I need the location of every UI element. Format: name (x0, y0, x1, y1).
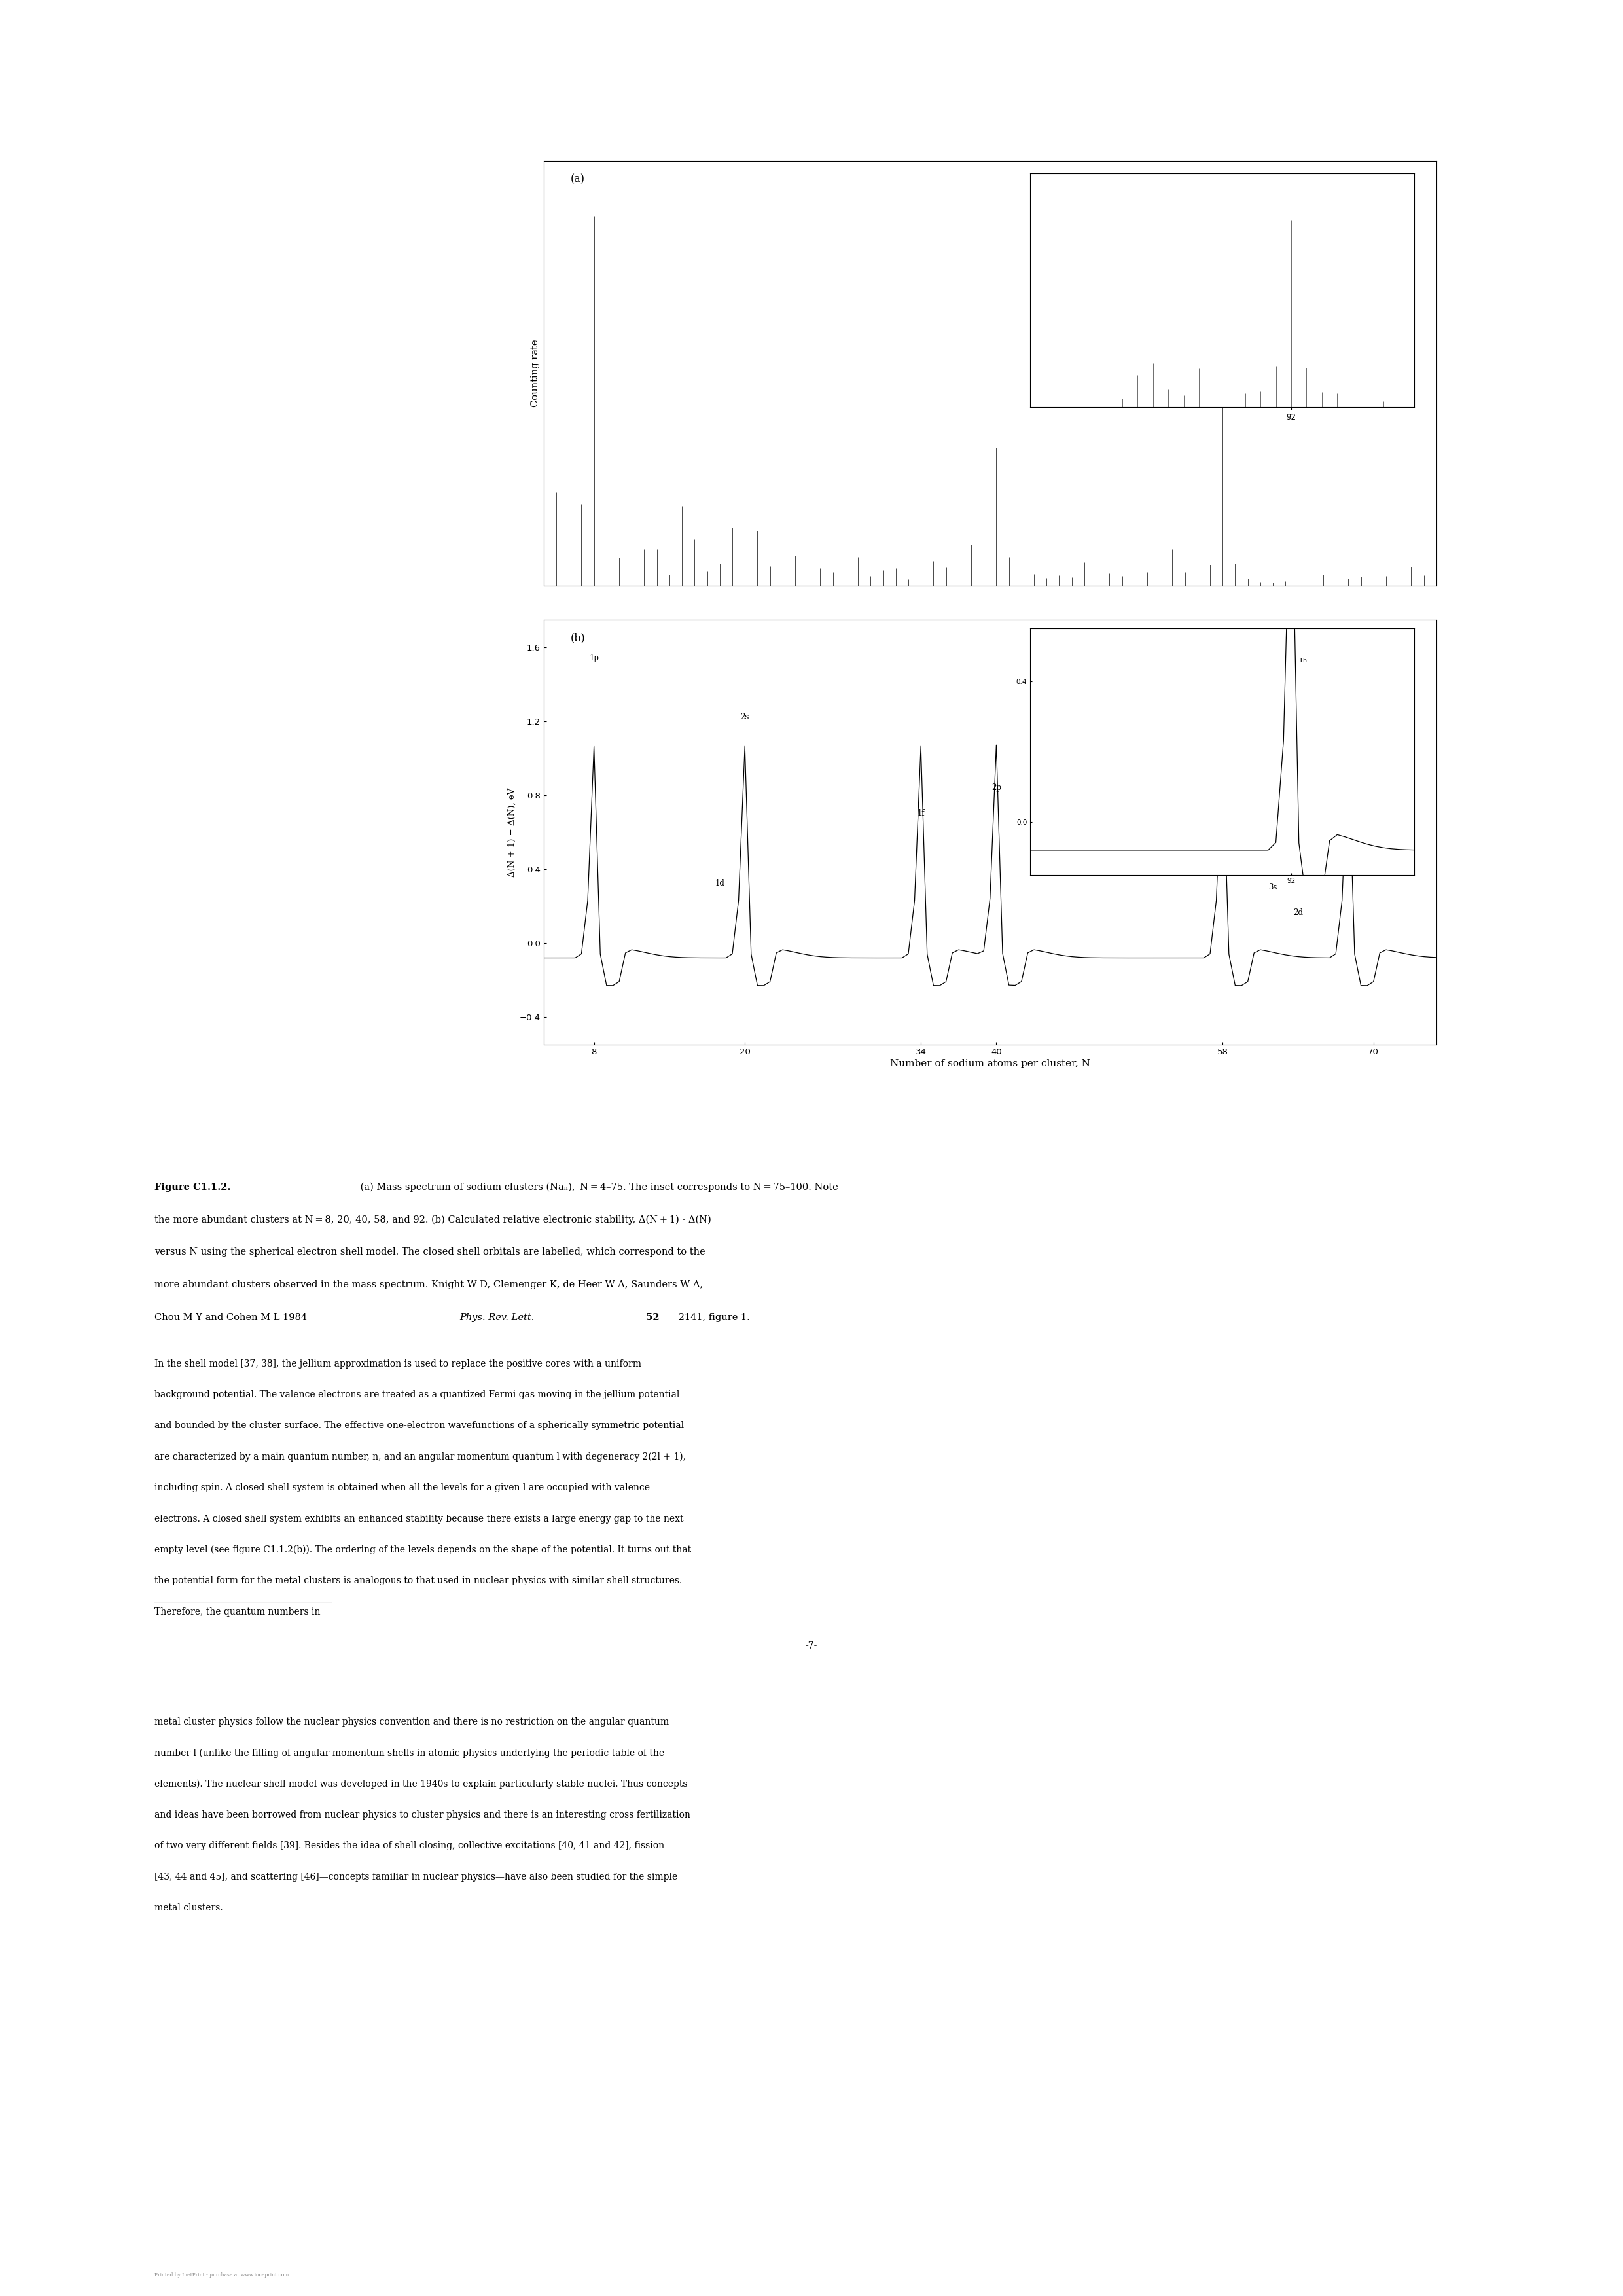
Text: the potential form for the metal clusters is analogous to that used in nuclear p: the potential form for the metal cluster… (154, 1575, 682, 1584)
Text: 2141, figure 1.: 2141, figure 1. (675, 1313, 750, 1322)
Text: 1f: 1f (917, 808, 925, 817)
Text: -7-: -7- (805, 1642, 818, 1651)
Text: and ideas have been borrowed from nuclear physics to cluster physics and there i: and ideas have been borrowed from nuclea… (154, 1809, 690, 1818)
Text: In the shell model [37, 38], the jellium approximation is used to replace the po: In the shell model [37, 38], the jellium… (154, 1359, 641, 1368)
Text: 52: 52 (643, 1313, 659, 1322)
Text: of two very different fields [39]. Besides the idea of shell closing, collective: of two very different fields [39]. Besid… (154, 1841, 664, 1851)
Text: more abundant clusters observed in the mass spectrum. Knight W D, Clemenger K, d: more abundant clusters observed in the m… (154, 1281, 703, 1290)
Text: 3s: 3s (1269, 884, 1277, 891)
Text: the more abundant clusters at N = 8, 20, 40, 58, and 92. (b) Calculated relative: the more abundant clusters at N = 8, 20,… (154, 1215, 711, 1224)
Text: (a): (a) (571, 174, 584, 184)
Text: Phys. Rev. Lett.: Phys. Rev. Lett. (459, 1313, 534, 1322)
Text: and bounded by the cluster surface. The effective one-electron wavefunctions of : and bounded by the cluster surface. The … (154, 1421, 683, 1430)
Text: 1g: 1g (1217, 845, 1227, 854)
X-axis label: Number of sodium atoms per cluster, N: Number of sodium atoms per cluster, N (889, 1058, 1091, 1068)
Y-axis label: Δ(N + 1) − Δ(N), eV: Δ(N + 1) − Δ(N), eV (508, 788, 516, 877)
Text: 2s: 2s (740, 714, 750, 721)
Text: 1h: 1h (1298, 657, 1308, 664)
Text: (b): (b) (571, 634, 586, 643)
Text: elements). The nuclear shell model was developed in the 1940s to explain particu: elements). The nuclear shell model was d… (154, 1779, 687, 1789)
Y-axis label: Counting rate: Counting rate (531, 340, 540, 406)
Text: 2p: 2p (992, 783, 1001, 792)
Text: including spin. A closed shell system is obtained when all the levels for a give: including spin. A closed shell system is… (154, 1483, 649, 1492)
Text: 1p: 1p (589, 654, 599, 661)
Text: electrons. A closed shell system exhibits an enhanced stability because there ex: electrons. A closed shell system exhibit… (154, 1515, 683, 1522)
Text: 1d: 1d (714, 879, 724, 889)
Text: background potential. The valence electrons are treated as a quantized Fermi gas: background potential. The valence electr… (154, 1389, 680, 1398)
Text: are characterized by a main quantum number, n, and an angular momentum quantum l: are characterized by a main quantum numb… (154, 1451, 685, 1463)
Text: Figure C1.1.2.: Figure C1.1.2. (154, 1182, 230, 1192)
Text: metal cluster physics follow the nuclear physics convention and there is no rest: metal cluster physics follow the nuclear… (154, 1717, 669, 1727)
Text: [43, 44 and 45], and scattering [46]—concepts familiar in nuclear physics—have a: [43, 44 and 45], and scattering [46]—con… (154, 1874, 677, 1880)
Text: Printed by InetPrint - purchase at www.ioceprint.com: Printed by InetPrint - purchase at www.i… (154, 2273, 289, 2278)
Text: versus N using the spherical electron shell model. The closed shell orbitals are: versus N using the spherical electron sh… (154, 1247, 704, 1256)
Text: (a) Mass spectrum of sodium clusters (Naₙ),  N = 4–75. The inset corresponds to : (a) Mass spectrum of sodium clusters (Na… (357, 1182, 837, 1192)
Text: empty level (see figure C1.1.2(b)). The ordering of the levels depends on the sh: empty level (see figure C1.1.2(b)). The … (154, 1545, 691, 1554)
Text: number l (unlike the filling of angular momentum shells in atomic physics underl: number l (unlike the filling of angular … (154, 1750, 664, 1759)
Text: 2d: 2d (1294, 909, 1303, 916)
Text: Therefore, the quantum numbers in: Therefore, the quantum numbers in (154, 1607, 320, 1616)
Text: metal clusters.: metal clusters. (154, 1903, 222, 1913)
Text: Chou M Y and Cohen M L 1984: Chou M Y and Cohen M L 1984 (154, 1313, 310, 1322)
